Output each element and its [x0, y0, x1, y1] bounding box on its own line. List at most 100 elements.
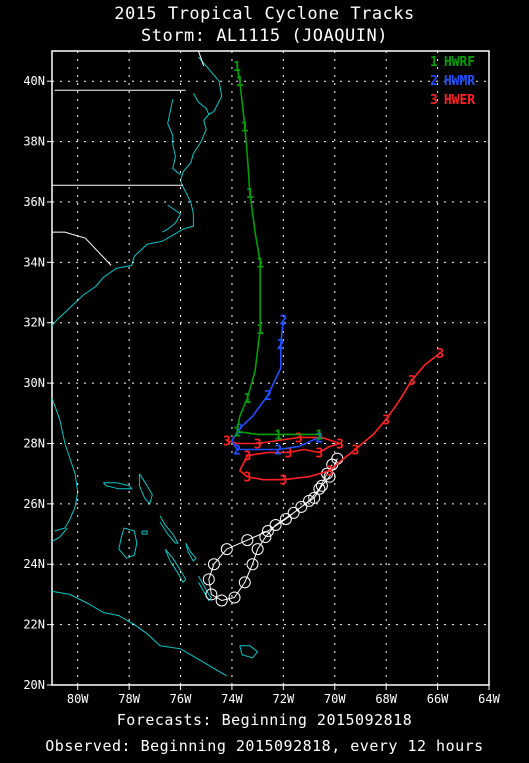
lon-tick-label: 70W	[324, 692, 346, 706]
observed-point-marker	[228, 591, 241, 604]
map-frame	[51, 50, 490, 686]
lon-tick-label: 76W	[170, 692, 192, 706]
legend-entry-hwer: 3 HWER	[430, 93, 475, 108]
lat-tick-label: 40N	[23, 74, 45, 88]
track-point-marker-hwer: 3	[408, 374, 416, 389]
track-point-marker-hwrf: 1	[246, 187, 254, 202]
observed-point-marker	[287, 506, 300, 519]
state-borders	[52, 51, 205, 266]
observed-point-marker	[313, 482, 326, 495]
track-point-marker-hwmr: 2	[277, 338, 285, 353]
observed-footer: Observed: Beginning 2015092818, every 12…	[45, 737, 484, 755]
lat-tick-label: 24N	[23, 557, 45, 571]
track-hwmr: 2 2 2 2 2 2 2	[231, 314, 323, 459]
lon-tick-label: 68W	[375, 692, 397, 706]
track-point-marker-hwmr: 2	[279, 314, 287, 329]
observed-point-marker	[205, 588, 218, 601]
legend-entry-hwrf: 1 HWRF	[430, 55, 475, 70]
track-point-marker-hwrf: 1	[243, 392, 251, 407]
lon-tick-label: 80W	[67, 692, 89, 706]
lat-tick-label: 26N	[23, 497, 45, 511]
track-point-marker-hwer: 3	[295, 431, 303, 446]
lat-tick-label: 38N	[23, 135, 45, 149]
chart-subtitle: Storm: AL1115 (JOAQUIN)	[141, 26, 388, 46]
track-point-marker-hwer: 3	[315, 447, 323, 462]
coastline-long-island	[198, 576, 213, 602]
track-point-marker-hwrf: 1	[236, 75, 244, 90]
coastline-inagua	[239, 645, 259, 659]
track-point-marker-hwrf: 1	[315, 428, 323, 443]
lon-tick-label: 66W	[427, 692, 449, 706]
track-point-marker-hwer: 3	[223, 434, 231, 449]
track-point-marker-hwer: 3	[351, 444, 359, 459]
track-point-marker-hwer: 3	[382, 413, 390, 428]
legend-entry-hwmr: 2 HWMR	[430, 74, 475, 89]
observed-point-marker	[251, 543, 264, 556]
track-point-marker-hwmr: 2	[274, 444, 282, 459]
lon-tick-label: 64W	[478, 692, 500, 706]
track-point-marker-hwrf: 1	[233, 425, 241, 440]
track-point-marker-hwrf: 1	[233, 60, 241, 75]
border-nj-ny	[198, 51, 205, 67]
observed-point-marker	[241, 534, 254, 547]
track-point-marker-hwmr: 2	[236, 422, 244, 437]
coastline-grand-bahama	[103, 482, 133, 490]
track-point-marker-hwrf: 1	[274, 428, 282, 443]
coastline-cuba-north	[52, 590, 228, 677]
track-point-marker-hwer: 3	[243, 450, 251, 465]
lat-tick-label: 32N	[23, 316, 45, 330]
observed-point-marker	[279, 512, 292, 525]
coastline-exumas	[164, 548, 187, 584]
coastline-pamlico	[162, 204, 182, 233]
lat-lon-grid	[52, 51, 489, 685]
observed-point-marker	[295, 500, 308, 513]
track-line-hwer	[226, 352, 441, 481]
track-line-hwmr	[231, 319, 320, 451]
border-nc-sc	[52, 231, 112, 266]
track-point-marker-hwrf: 1	[241, 120, 249, 135]
axis-tick-labels: 80W 78W 76W 74W 72W 70W 68W 66W 64W 40N 38N 36N 34N 3…	[23, 74, 500, 706]
coastline-keys	[52, 527, 68, 543]
track-point-marker-hwer: 3	[336, 437, 344, 452]
forecast-footer: Forecasts: Beginning 2015092818	[116, 711, 413, 729]
lat-tick-label: 34N	[23, 255, 45, 269]
observed-point-marker	[261, 525, 274, 538]
track-point-marker-hwer: 3	[279, 474, 287, 489]
lon-tick-label: 74W	[221, 692, 243, 706]
track-point-marker-hwer: 3	[243, 471, 251, 486]
lat-tick-label: 22N	[23, 618, 45, 632]
coastline-chesapeake	[167, 99, 181, 176]
lat-tick-label: 28N	[23, 436, 45, 450]
observed-point-marker	[246, 558, 259, 571]
track-point-marker-hwer: 3	[254, 437, 262, 452]
observed-point-marker	[207, 558, 220, 571]
coastline-florida	[52, 398, 79, 532]
track-point-marker-hwer: 3	[436, 347, 444, 362]
coastlines	[52, 56, 259, 677]
lat-tick-label: 20N	[23, 678, 45, 692]
track-point-marker-hwrf: 1	[256, 323, 264, 338]
coastline-abaco	[138, 473, 153, 505]
observed-point-marker	[326, 458, 339, 471]
lon-tick-label: 78W	[118, 692, 140, 706]
track-line-hwrf	[236, 65, 320, 436]
observed-point-marker	[315, 479, 328, 492]
lat-tick-label: 36N	[23, 195, 45, 209]
observed-point-marker	[238, 576, 251, 589]
coastline-east-coast	[52, 56, 223, 327]
observed-point-marker	[303, 494, 316, 507]
track-point-marker-hwer: 3	[326, 465, 334, 480]
observed-point-marker	[215, 594, 228, 607]
coastline-delaware-bay	[192, 93, 210, 115]
track-point-marker-hwmr: 2	[315, 431, 323, 446]
lon-tick-label: 72W	[273, 692, 295, 706]
observed-point-marker	[259, 531, 272, 544]
lat-tick-label: 30N	[23, 376, 45, 390]
coastline-eleuthera	[159, 515, 179, 544]
chart-title: 2015 Tropical Cyclone Tracks	[114, 4, 415, 24]
coastline-new-providence	[141, 530, 148, 535]
